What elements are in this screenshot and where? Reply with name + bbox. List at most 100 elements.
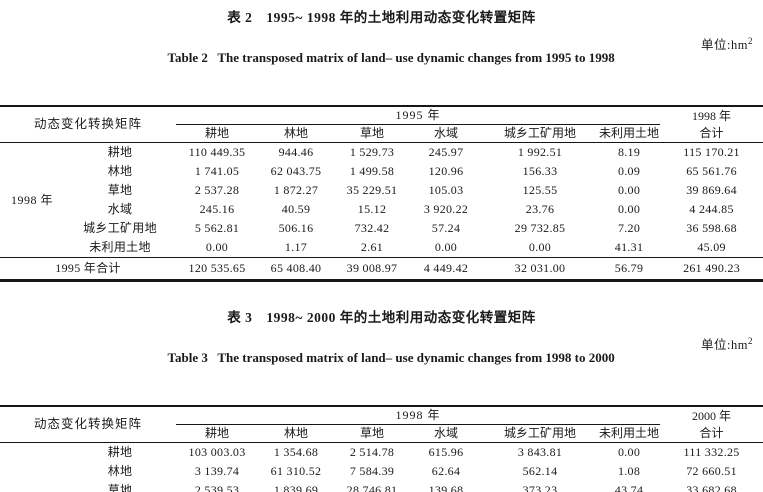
value-cell: 732.42 (354, 221, 390, 235)
source-year-header: 1995 年 (176, 106, 661, 125)
unit-label: 单位:hm2 (701, 334, 753, 353)
value-cell: 944.46 (278, 145, 314, 159)
value-cell: 8.19 (617, 145, 641, 159)
value-cell: 41.31 (614, 240, 644, 254)
row-label: 水域 (107, 202, 133, 216)
value-cell: 0.00 (617, 202, 641, 216)
value-cell: 0.00 (528, 240, 552, 254)
land-use-transition-matrix-1995-1998: 动态变化转换矩阵 1995 年 1998 年 合计 耕地 林地 草地 水域 城乡工矿用地… (0, 105, 763, 282)
source-year-header: 1998 年 (176, 406, 661, 425)
value-cell: 35 229.51 (346, 183, 398, 197)
table-row: 1998 年 耕地 110 449.35 944.46 1 529.73 245.97 1 … (0, 143, 763, 207)
value-cell: 562.14 (522, 464, 558, 478)
value-cell: 43.74 (614, 483, 644, 492)
table-body: 2000 年 耕地 103 003.03 1 354.68 2 514.78 615.96… (0, 443, 763, 492)
value-cell: 105.03 (428, 183, 464, 197)
row-total-cell: 111 332.25 (683, 445, 740, 459)
table3-title-zh: 表 3 1998~ 2000 年的土地利用动态变化转置矩阵 (227, 310, 536, 325)
corner-label: 动态变化转换矩阵 (0, 106, 177, 143)
value-cell: 0.00 (617, 445, 641, 459)
row-total-cell: 65 561.76 (686, 164, 737, 178)
row-label: 草地 (107, 483, 133, 492)
summary-value-cell: 39 008.97 (334, 257, 411, 281)
value-cell: 125.55 (522, 183, 558, 197)
row-label: 未利用土地 (89, 240, 151, 254)
summary-row: 1995 年合计 120 535.65 65 408.40 39 008.97 4 44… (0, 257, 763, 281)
col-header: 城乡工矿用地 (482, 124, 599, 143)
value-cell: 7 584.39 (349, 464, 395, 478)
value-cell: 40.59 (281, 202, 311, 216)
row-total-cell: 115 170.21 (683, 145, 740, 159)
value-cell: 2 539.53 (194, 483, 240, 492)
col-header: 耕地 (176, 124, 259, 143)
grand-total-cell: 261 490.23 (660, 257, 763, 281)
col-header: 水域 (410, 424, 483, 443)
value-cell: 7.20 (617, 221, 641, 235)
row-label: 城乡工矿用地 (83, 221, 157, 235)
value-cell: 1 992.51 (517, 145, 563, 159)
row-total-cell: 72 660.51 (686, 464, 737, 478)
unit-text: 单位:hm (701, 338, 748, 352)
value-cell: 3 139.74 (194, 464, 240, 478)
row-label: 耕地 (107, 445, 133, 459)
row-label: 林地 (107, 464, 133, 478)
value-cell: 506.16 (278, 221, 314, 235)
summary-value-cell: 65 408.40 (258, 257, 335, 281)
value-cell: 1.17 (284, 240, 308, 254)
table2-title-en: Table 2 The transposed matrix of land– u… (167, 50, 615, 65)
row-total-cell: 39 869.64 (686, 183, 737, 197)
row-group-label: 1998 年 (10, 192, 53, 207)
row-group-label: 2000 年 (0, 443, 64, 492)
value-cell: 29 732.85 (514, 221, 566, 235)
value-cell: 1 872.27 (273, 183, 319, 197)
value-cell: 1 839.69 (273, 483, 319, 492)
col-header: 林地 (258, 124, 335, 143)
unit-text: 单位:hm (701, 38, 748, 52)
value-cell: 2 537.28 (194, 183, 240, 197)
total-header-label: 合计 (699, 125, 724, 140)
value-cell: 28 746.81 (346, 483, 398, 492)
summary-value-cell: 32 031.00 (482, 257, 599, 281)
column-header-row: 耕地 林地 草地 水域 城乡工矿用地 未利用土地 (0, 424, 763, 443)
table3-title-en: Table 3 The transposed matrix of land– u… (167, 350, 615, 365)
value-cell: 245.97 (428, 145, 464, 159)
value-cell: 62.64 (431, 464, 461, 478)
table-row: 林地 1 741.05 62 043.75 1 499.58 120.96 156.33 0… (0, 162, 763, 181)
value-cell: 1.08 (617, 464, 641, 478)
value-cell: 57.24 (431, 221, 461, 235)
value-cell: 120.96 (428, 164, 464, 178)
col-header: 草地 (334, 124, 411, 143)
col-header: 水域 (410, 124, 483, 143)
table3-section: 表 3 1998~ 2000 年的土地利用动态变化转置矩阵 Table 3 Th… (0, 306, 763, 492)
value-cell: 3 843.81 (517, 445, 563, 459)
row-total-cell: 45.09 (697, 240, 726, 254)
value-cell: 0.00 (205, 240, 229, 254)
row-label: 草地 (107, 183, 133, 197)
value-cell: 0.00 (434, 240, 458, 254)
corner-label: 动态变化转换矩阵 (0, 406, 177, 443)
value-cell: 615.96 (428, 445, 464, 459)
table-row: 林地 3 139.74 61 310.52 7 584.39 62.64 562.14 1.… (0, 462, 763, 481)
value-cell: 0.09 (617, 164, 641, 178)
total-header-year: 2000 年 (692, 408, 732, 423)
table2-title-row: Table 2 The transposed matrix of land– u… (0, 34, 763, 98)
table2-section: 表 2 1995~ 1998 年的土地利用动态变化转置矩阵 Table 2 Th… (0, 6, 763, 282)
value-cell: 156.33 (522, 164, 558, 178)
col-header: 草地 (334, 424, 411, 443)
col-header: 城乡工矿用地 (482, 424, 599, 443)
col-header: 耕地 (176, 424, 259, 443)
table-row: 未利用土地 0.00 1.17 2.61 0.00 0.00 41.31 45.09 (0, 238, 763, 258)
value-cell: 139.68 (428, 483, 464, 492)
value-cell: 1 354.68 (273, 445, 319, 459)
land-use-transition-matrix-1998-2000: 动态变化转换矩阵 1998 年 2000 年 合计 耕地 林地 草地 水域 城乡工矿用地… (0, 405, 763, 492)
row-total-cell: 36 598.68 (686, 221, 737, 235)
summary-value-cell: 4 449.42 (410, 257, 483, 281)
value-cell: 62 043.75 (270, 164, 322, 178)
value-cell: 1 529.73 (349, 145, 395, 159)
value-cell: 110 449.35 (188, 145, 246, 159)
col-header: 未利用土地 (598, 124, 661, 143)
row-label: 耕地 (107, 145, 133, 159)
table-row: 草地 2 537.28 1 872.27 35 229.51 105.03 125.55 0… (0, 181, 763, 200)
table-row: 草地 2 539.53 1 839.69 28 746.81 139.68 373.23 4… (0, 481, 763, 492)
